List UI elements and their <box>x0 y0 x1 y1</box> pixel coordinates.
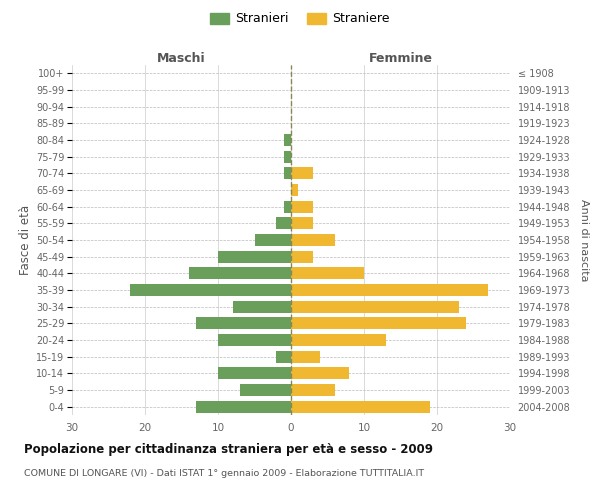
Bar <box>284 134 291 146</box>
Bar <box>291 300 459 312</box>
Text: Popolazione per cittadinanza straniera per età e sesso - 2009: Popolazione per cittadinanza straniera p… <box>24 442 433 456</box>
Bar <box>233 300 291 312</box>
Bar <box>291 334 386 346</box>
Bar <box>218 250 291 262</box>
Text: COMUNE DI LONGARE (VI) - Dati ISTAT 1° gennaio 2009 - Elaborazione TUTTITALIA.IT: COMUNE DI LONGARE (VI) - Dati ISTAT 1° g… <box>24 468 424 477</box>
Bar <box>277 350 291 362</box>
Bar <box>291 218 313 230</box>
Bar <box>240 384 291 396</box>
Bar <box>291 184 298 196</box>
Bar <box>291 284 488 296</box>
Bar <box>284 168 291 179</box>
Bar <box>291 234 335 246</box>
Text: Femmine: Femmine <box>368 52 433 65</box>
Bar <box>218 334 291 346</box>
Bar <box>291 368 349 380</box>
Legend: Stranieri, Straniere: Stranieri, Straniere <box>206 8 394 29</box>
Bar <box>291 384 335 396</box>
Y-axis label: Fasce di età: Fasce di età <box>19 205 32 275</box>
Bar <box>291 318 466 330</box>
Bar <box>291 350 320 362</box>
Bar <box>196 318 291 330</box>
Bar <box>291 200 313 212</box>
Bar <box>254 234 291 246</box>
Bar <box>196 400 291 412</box>
Bar <box>291 400 430 412</box>
Bar <box>277 218 291 230</box>
Bar <box>189 268 291 280</box>
Bar <box>218 368 291 380</box>
Y-axis label: Anni di nascita: Anni di nascita <box>579 198 589 281</box>
Text: Maschi: Maschi <box>157 52 206 65</box>
Bar <box>284 200 291 212</box>
Bar <box>130 284 291 296</box>
Bar <box>291 168 313 179</box>
Bar <box>291 268 364 280</box>
Bar <box>291 250 313 262</box>
Bar <box>284 150 291 162</box>
